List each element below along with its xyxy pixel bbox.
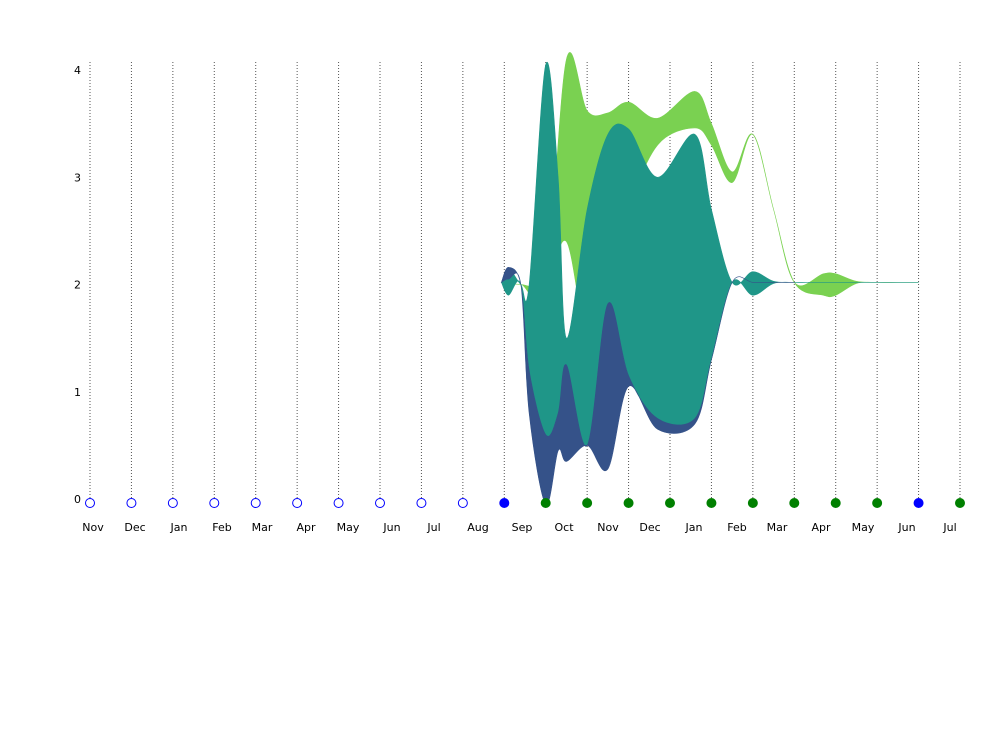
marker-green [582,498,593,508]
marker-hollow [250,498,261,508]
x-tick-label: Oct [554,521,574,534]
marker-hollow [292,498,303,508]
marker-green [955,498,965,508]
x-tick-label: Dec [639,521,660,534]
x-tick-label: Aug [467,521,488,534]
y-tick-label: 1 [74,386,81,399]
y-tick-label: 3 [74,171,81,184]
marker-green [830,498,841,508]
x-tick-label: Sep [512,521,533,534]
x-tick-label: Mar [252,521,273,534]
x-tick-label: Feb [727,521,746,534]
marker-hollow [416,498,427,508]
marker-hollow [85,498,95,508]
x-tick-label: Nov [597,521,619,534]
x-tick-label: Dec [124,521,145,534]
marker-hollow [457,498,468,508]
x-tick-label: Jan [685,521,703,534]
x-tick-label: Nov [82,521,104,534]
x-tick-label: Jan [170,521,188,534]
marker-hollow [333,498,344,508]
y-tick-label: 0 [74,493,81,506]
marker-green [747,498,758,508]
x-tick-label: Mar [767,521,788,534]
marker-green [540,498,551,508]
y-tick-label: 2 [74,279,81,292]
marker-green [789,498,800,508]
marker-hollow [167,498,178,508]
area-layer [500,52,919,505]
x-tick-label: Apr [811,521,831,534]
x-tick-label: Jun [382,521,400,534]
dot-layer [85,498,965,508]
x-tick-label: May [852,521,875,534]
x-tick-label: Feb [212,521,231,534]
marker-blue [499,498,510,508]
marker-green [872,498,883,508]
x-tick-label: May [337,521,360,534]
marker-green [706,498,717,508]
marker-blue [913,498,924,508]
marker-hollow [126,498,137,508]
y-tick-label: 4 [74,64,81,77]
marker-green [623,498,634,508]
x-tick-label: Jul [426,521,440,534]
marker-hollow [375,498,385,508]
x-tick-label: Apr [296,521,316,534]
x-tick-label: Jun [897,521,915,534]
x-tick-label: Jul [942,521,956,534]
label-layer: Nov Dec Jan Feb Mar Apr May Jun Jul Aug Sep Oct Nov D… [74,64,957,534]
marker-green [665,498,675,508]
area-series-3 [500,267,795,505]
marker-hollow [209,498,220,508]
